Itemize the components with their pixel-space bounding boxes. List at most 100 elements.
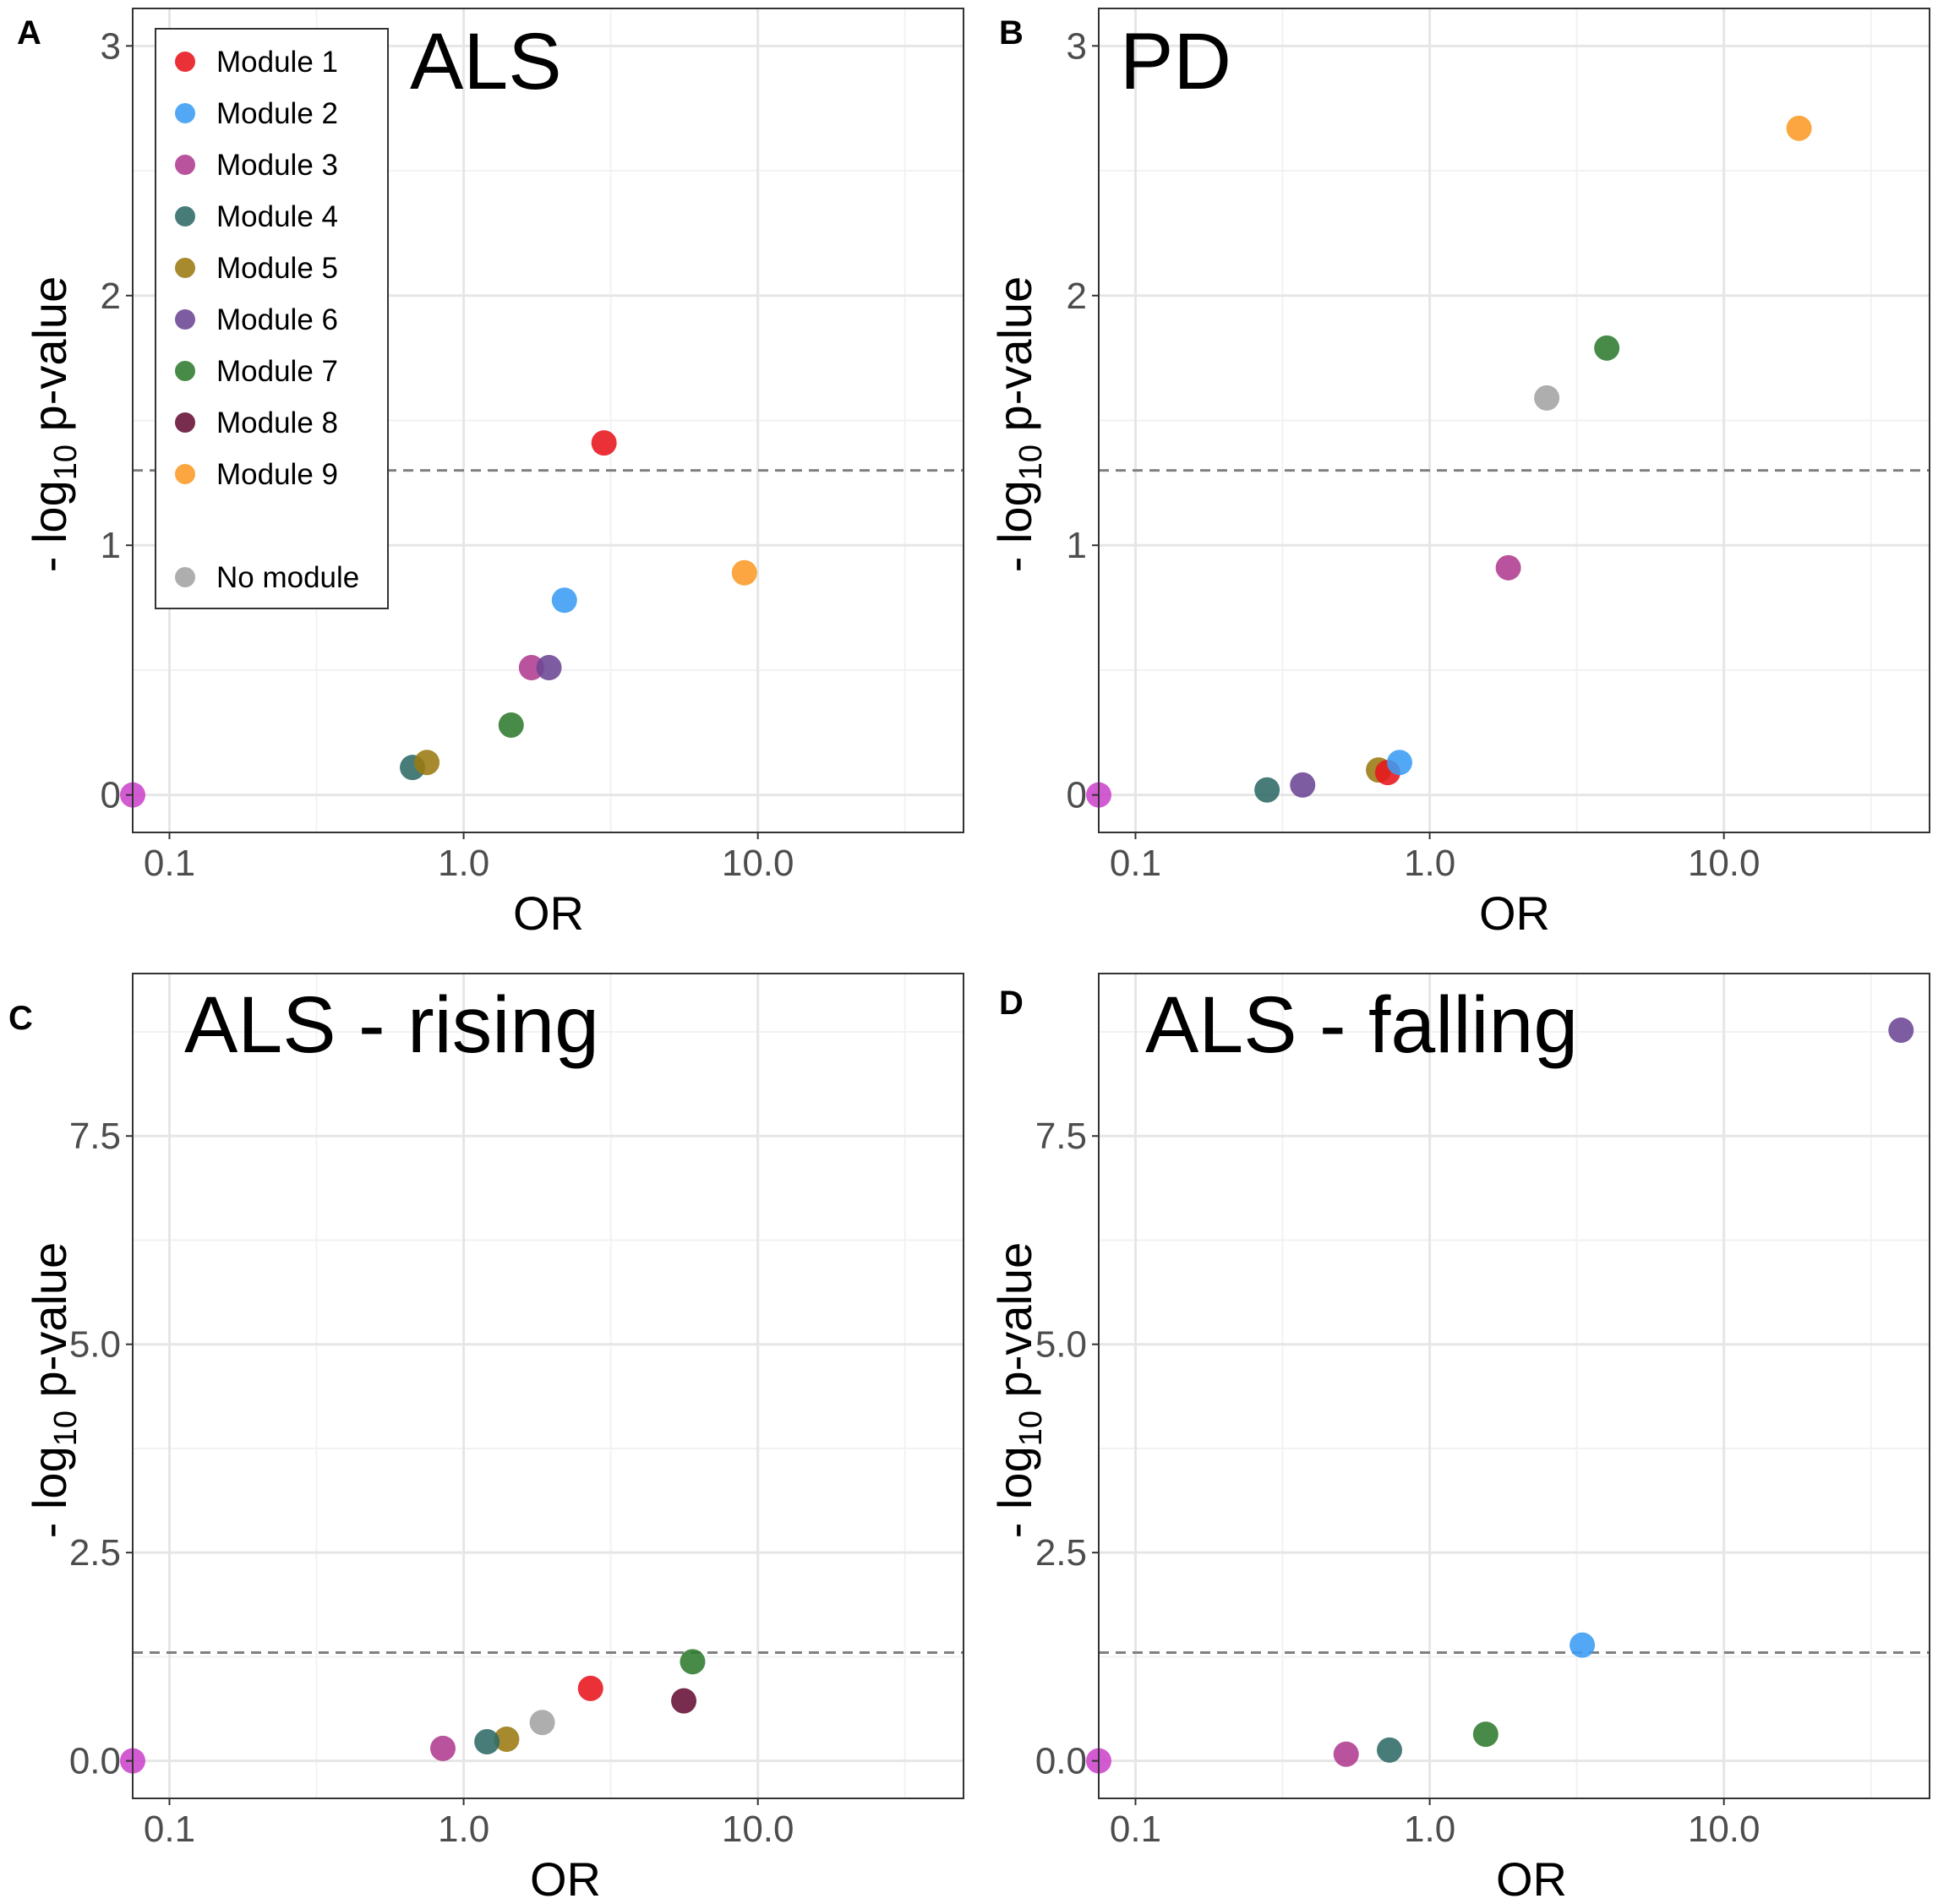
panel-b-x-ticks: 0.1 1.0 10.0	[1110, 832, 1761, 884]
legend-label-module-7: Module 7	[216, 355, 338, 388]
panel-a-point-module-2	[551, 587, 577, 614]
panel-a-y-tick-label: 3	[101, 25, 121, 67]
panel-b-title: PD	[1120, 17, 1231, 106]
panel-c-point-module-5	[494, 1727, 520, 1753]
panel-b-y-axis-title: - log10 p-value	[988, 276, 1049, 572]
legend-swatch-module-6	[175, 309, 195, 330]
panel-c-y-tick-label: 2.5	[69, 1532, 121, 1574]
panel-d-point-module-6	[1888, 1017, 1914, 1044]
panel-a-y-tick-label: 0	[101, 775, 121, 816]
panel-a-border	[132, 8, 964, 833]
panel-c-grid	[133, 974, 964, 1798]
panel-c-x-tick-label: 1.0	[438, 1809, 489, 1850]
panel-a-x-axis-title: OR	[513, 887, 584, 940]
panel-c-y-tick-label: 7.5	[69, 1116, 121, 1157]
legend-swatch-module-4	[175, 206, 195, 226]
panel-d-y-tick-label: 7.5	[1035, 1116, 1087, 1157]
panel-a-x-tick-label: 10.0	[722, 843, 794, 884]
panel-c-point-module-3	[430, 1735, 456, 1761]
panel-b-x-tick-label: 0.1	[1110, 843, 1161, 884]
panel-d-y-ticks: 0.0 2.5 5.0 7.5	[1035, 1116, 1099, 1782]
panel-c-x-tick-label: 10.0	[722, 1809, 794, 1850]
panel-a-x-tick-label: 1.0	[438, 843, 489, 884]
panel-c-x-axis-title: OR	[530, 1852, 601, 1904]
panel-c: C 0.0 2.5 5.0 7.5 0.1 1.0 10.0 ALS - rising O…	[8, 973, 964, 1904]
panel-b-point-module-9	[1786, 115, 1812, 141]
legend-swatch-module-5	[175, 258, 195, 278]
panel-b-point-no-module	[1534, 385, 1560, 411]
panel-a-point-module-3	[518, 655, 544, 680]
panel-c-title: ALS - rising	[184, 980, 599, 1070]
panel-letter-c: C	[8, 1000, 33, 1037]
panel-d-title: ALS - falling	[1145, 980, 1578, 1070]
panel-b-point-module-7	[1594, 335, 1620, 361]
panel-b-point-module-4	[1254, 777, 1280, 803]
panel-a-point-module-1	[591, 430, 617, 456]
legend-label-no-module: No module	[216, 561, 359, 594]
panel-d-y-axis-title: - log10 p-value	[988, 1242, 1049, 1538]
panel-c-y-axis-title: - log10 p-value	[23, 1242, 84, 1538]
panel-b-grid	[1099, 8, 1930, 832]
panel-c-point-module-4	[474, 1728, 500, 1754]
panel-d-x-tick-label: 1.0	[1404, 1809, 1455, 1850]
panel-letter-d: D	[999, 985, 1024, 1022]
legend-swatch-module-9	[175, 464, 195, 484]
legend-label-module-6: Module 6	[216, 303, 338, 336]
panel-c-point-module-1	[577, 1675, 603, 1701]
legend-label-module-8: Module 8	[216, 406, 338, 439]
panel-c-x-tick-label: 0.1	[144, 1809, 195, 1850]
panel-c-point-no-module	[529, 1710, 555, 1736]
legend-label-module-2: Module 2	[216, 97, 338, 130]
panel-b-point-module-2	[1386, 750, 1412, 776]
panel-b-x-tick-label: 1.0	[1404, 843, 1455, 884]
legend-swatch-module-2	[175, 103, 195, 123]
legend-swatch-no-module	[175, 567, 195, 587]
panel-b-x-tick-label: 10.0	[1688, 843, 1761, 884]
panel-b: B 0 1 2 3 0.1 1.0 10.0 PD OR - log10 p-value	[988, 8, 1930, 940]
legend-swatch-module-1	[175, 52, 195, 72]
panel-d-point-module-4	[1377, 1737, 1403, 1763]
panel-c-y-tick-label: 5.0	[69, 1324, 121, 1366]
panel-a-y-ticks: 0 1 2 3	[101, 25, 133, 816]
panel-d-y-tick-label: 2.5	[1035, 1532, 1087, 1574]
panel-b-y-tick-label: 0	[1067, 775, 1087, 816]
legend-swatch-module-3	[175, 155, 195, 175]
panel-d-x-axis-title: OR	[1496, 1852, 1567, 1904]
panel-c-point-module-8	[671, 1688, 697, 1714]
panel-a-point-module-9	[731, 559, 757, 586]
panel-a-y-tick-label: 2	[101, 276, 121, 317]
panel-d-x-tick-label: 0.1	[1110, 1809, 1161, 1850]
panel-c-x-ticks: 0.1 1.0 10.0	[144, 1798, 794, 1850]
panel-a-x-ticks: 0.1 1.0 10.0	[144, 832, 794, 884]
panel-a-x-tick-label: 0.1	[144, 843, 195, 884]
panel-b-y-ticks: 0 1 2 3	[1067, 25, 1099, 816]
legend-label-module-1: Module 1	[216, 46, 338, 79]
panel-b-y-tick-label: 1	[1067, 525, 1087, 566]
panel-c-y-tick-label: 0.0	[69, 1741, 121, 1782]
panel-d-point-module-2	[1570, 1632, 1596, 1658]
panel-d: D 0.02.55.07.5 0.1 1.0 10.0 ALS - falling …	[988, 973, 1930, 1904]
panel-a-title: ALS	[410, 17, 562, 106]
panel-d-y-tick-label: 0.0	[1035, 1741, 1087, 1782]
panel-b-point-module-6	[1290, 772, 1316, 798]
legend: Module 1 Module 2 Module 3 Module 4 Module 5…	[155, 28, 389, 609]
panel-a-point-module-6	[536, 655, 562, 680]
panel-d-grid	[1099, 974, 1930, 1798]
legend-label-module-4: Module 4	[216, 200, 338, 233]
panel-a-point-module-5	[414, 750, 440, 776]
panel-c-plot-background	[133, 974, 964, 1798]
panel-b-points	[1086, 115, 1812, 808]
panel-c-point-module-7	[680, 1649, 706, 1675]
panel-d-point-module-7	[1472, 1721, 1499, 1748]
panel-c-border	[132, 973, 964, 1799]
panel-a-y-axis-title: - log10 p-value	[23, 276, 84, 572]
legend-swatch-module-7	[175, 361, 195, 381]
legend-label-module-5: Module 5	[216, 252, 338, 285]
panel-a-point-module-7	[498, 712, 524, 738]
panel-letter-b: B	[999, 14, 1024, 52]
panel-b-y-tick-label: 2	[1067, 276, 1087, 317]
panel-d-plot-background	[1099, 974, 1930, 1798]
panel-d-x-ticks: 0.1 1.0 10.0	[1110, 1798, 1761, 1850]
panel-d-border	[1098, 973, 1930, 1799]
